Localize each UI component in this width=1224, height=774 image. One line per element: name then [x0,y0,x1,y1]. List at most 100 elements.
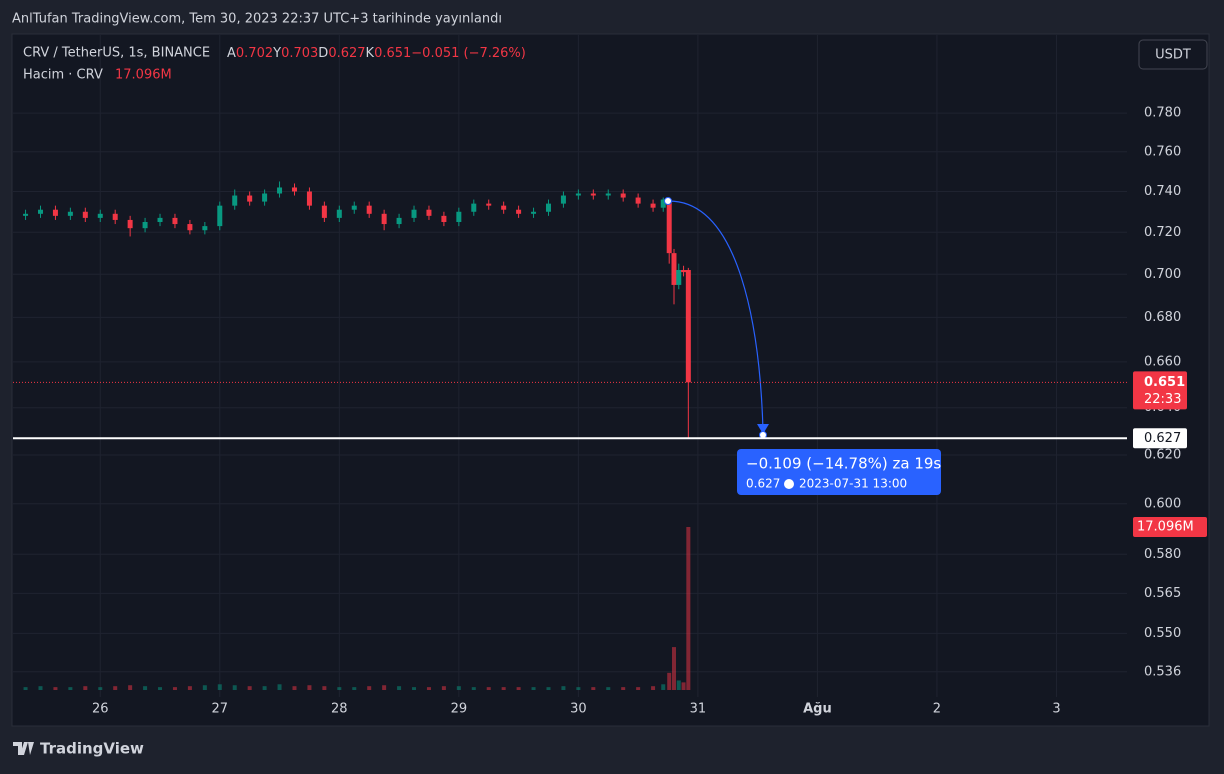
x-tick-label: Ağu [803,702,832,717]
volume-value: 17.096M [115,68,172,83]
candle-body [681,270,687,273]
ohlc-item: K [366,46,375,61]
ohlc-item: 0.627 [328,46,365,61]
candle-body [366,205,372,214]
candle-body [202,226,208,231]
volume-bar [247,686,252,690]
candle-body [217,205,223,227]
candle-body [441,215,447,222]
y-tick-label: 0.760 [1144,144,1181,159]
y-tick-label: 0.580 [1144,547,1181,562]
candle-body [247,195,253,202]
volume-bar [651,686,656,690]
volume-bar [337,687,342,690]
volume-bar [561,686,566,690]
ohlc-item: 0.703 [281,46,318,61]
currency-button[interactable] [1138,39,1208,70]
volume-bar [426,687,431,690]
candle-body [620,193,626,198]
volume-bar [441,686,446,690]
candle-body [605,193,611,196]
ohlc-legend: A0.702Y0.703D0.627K0.651−0.051 (−7.26%) [227,46,526,61]
candle-body [660,199,666,208]
volume-bar [486,687,491,690]
candle-body [501,205,507,210]
arrow-head [757,424,769,434]
candle-body [97,213,103,218]
volume-box [1133,517,1207,537]
candle-body [142,221,148,229]
logo-icon [13,742,34,755]
ohlc-item: 0.702 [236,46,273,61]
volume-bar [292,686,297,690]
volume-bar [53,687,58,690]
volume-bar [143,686,148,690]
candle-body [381,213,387,225]
last-price-box [1133,371,1187,410]
y-tick-label: 0.620 [1144,447,1181,462]
candle-body [157,217,163,222]
volume-bar [546,687,551,690]
volume-bar [98,687,103,690]
candle-body [666,199,672,254]
x-tick-label: 30 [570,702,587,717]
logo: TradingView [40,740,144,758]
measure-start [664,197,672,205]
volume-bar [501,687,506,690]
volume-bar [456,686,461,690]
candle-body [426,209,432,216]
volume-bar [68,687,73,690]
candle-body [37,209,43,214]
volume-price: 17.096M [1137,520,1194,535]
volume-bar [667,672,672,690]
volume-bar [217,684,222,690]
candle-body [187,224,193,231]
volume-bar [128,685,133,690]
volume-bar [322,686,327,690]
volume-bar [686,527,691,690]
candle-body [456,211,462,222]
x-tick-label: 3 [1052,702,1060,717]
volume-bar [671,647,676,690]
volume-title: Hacim · CRV [23,68,103,83]
candle-body [232,195,238,206]
volume-bar [352,687,357,690]
x-tick-label: 31 [690,702,707,717]
measure-change: −0.109 (−14.78%) za 19s [746,455,941,473]
countdown: 22:33 [1144,392,1181,407]
volume-bar [307,685,312,690]
volume-bar [676,680,681,690]
candle-body [336,209,342,218]
candle-body [516,209,522,214]
x-tick-label: 28 [331,702,348,717]
ohlc-item: 0.651 [374,46,411,61]
candle-body [575,193,581,196]
publish-title: AnlTufan TradingView.com, Tem 30, 2023 2… [12,12,502,27]
chart-area [11,33,1210,727]
volume-bar [661,684,666,690]
measure-price: 0.627 [746,477,780,491]
volume-bar [382,685,387,690]
measure-date: 2023-07-31 13:00 [799,477,907,491]
candle-body [590,193,596,196]
line-price-box [1133,428,1187,449]
volume-bar [158,687,163,690]
volume-bar [172,687,177,690]
volume-bar [232,685,237,690]
volume-bar [412,687,417,690]
last-price: 0.651 [1144,375,1185,390]
line-price: 0.627 [1144,431,1181,446]
ohlc-item: Y [272,46,281,61]
x-tick-label: 27 [212,702,229,717]
candle-body [685,270,691,383]
currency: USDT [1155,48,1191,63]
x-tick-label: 26 [92,702,109,717]
measure-arrow [667,200,764,431]
candle-body [321,205,327,218]
ohlc-item: −0.051 (−7.26%) [411,46,526,61]
y-tick-label: 0.780 [1144,106,1181,121]
candle-body [67,211,73,216]
candle-body [411,209,417,218]
candle-body [471,203,477,212]
